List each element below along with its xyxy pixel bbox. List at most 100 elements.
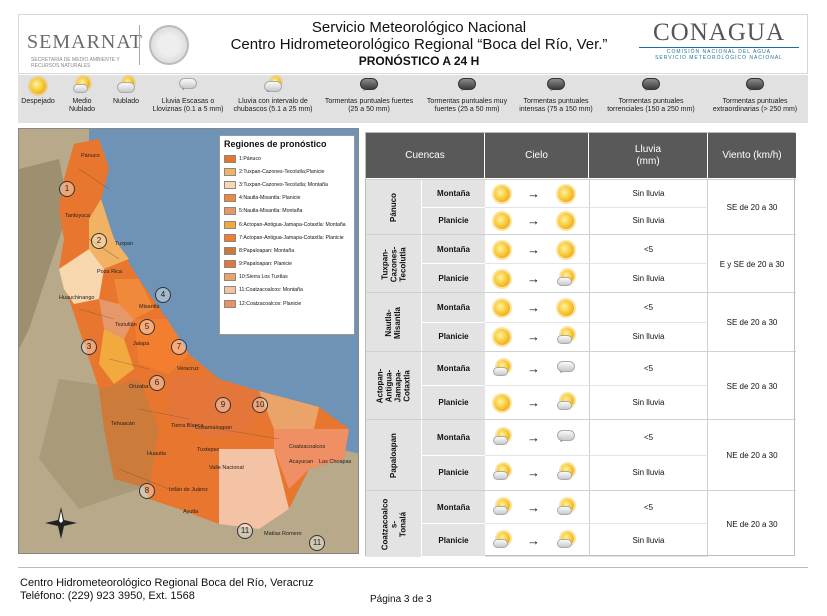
arrow-right-icon: → [527, 465, 540, 481]
region-number-2: 2 [91, 233, 107, 249]
sun-icon [557, 241, 575, 259]
region-legend-item: 7:Actopan-Antigua-Jamapa-Cotaxtla: Plani… [224, 231, 350, 244]
basin-name-cell: Tuxpan- Cazones- Tecolutla [366, 235, 422, 293]
zone-label: Planicie [422, 207, 485, 235]
conagua-wordmark: CONAGUA [653, 19, 785, 46]
arrow-right-icon: → [527, 270, 540, 286]
legend-item-10: ‘‘‘ Tormentas puntuales extraordinarias (… [702, 75, 808, 123]
region-legend-item: 9:Papaloapan: Planicie [224, 258, 350, 271]
storm-strong-icon: ‘‘‘ [360, 77, 378, 96]
basin-name: Coatzacoalco s- Tonalá [379, 498, 407, 550]
partly-cloudy-icon [73, 77, 91, 95]
wind-forecast: SE de 20 a 30 [726, 318, 778, 327]
legend-item-label: Lluvia Escasas o Lloviznas (0.1 a 5 mm) [152, 98, 224, 113]
map-place-veracruz: Veracruz [177, 366, 199, 372]
region-legend-label: 2:Tuxpan-Cazones-Tecolutla;Planicie [239, 168, 325, 175]
basin-group: Pánuco Montaña → Sin lluvia Planicie → Sin llu… [366, 179, 796, 235]
sun-icon [493, 299, 511, 317]
page-number: Página 3 de 3 [370, 594, 432, 605]
region-color-swatch [224, 273, 236, 282]
legend-item-6: ‘‘‘ Tormentas puntuales fuertes (25 a 50 … [321, 75, 417, 123]
map-place-las-choapas: Las Choapas [319, 459, 352, 465]
legend-item-9: ‘‘‘ Tormentas puntuales torrenciales (150… [603, 75, 699, 123]
region-color-swatch [224, 246, 236, 255]
sky-forecast-cell: → ‘‘‘ [485, 352, 589, 386]
partly-cloudy-icon [557, 328, 575, 346]
showers-icon: ‘‘‘ [264, 77, 282, 97]
arrow-right-icon: → [527, 532, 540, 548]
region-color-swatch [224, 233, 236, 242]
legend-item-2: Medio Nublado [62, 75, 102, 123]
footer-phone: Teléfono: (229) 923 3950, Ext. 1568 [20, 590, 195, 602]
basin-group: Coatzacoalco s- Tonalá Montaña → <5 Planicie… [366, 490, 796, 557]
map-place-panuco: Pánuco [81, 153, 100, 159]
legend-item-label: Tormentas puntuales intensas (75 a 150 m… [519, 98, 593, 113]
basin-name: Pánuco [389, 193, 398, 222]
region-legend-item: 12:Coatzacoalcos: Planicie [224, 297, 350, 310]
region-color-swatch [224, 194, 236, 203]
basin-name-cell: Coatzacoalco s- Tonalá [366, 491, 422, 557]
region-legend-label: 9:Papaloapan: Planicie [239, 261, 293, 268]
basin-group: Tuxpan- Cazones- Tecolutla Montaña → <5 Plan… [366, 234, 796, 293]
rain-amount: Sin lluvia [589, 386, 708, 420]
map-place-acayucan: Acayucan [289, 459, 314, 465]
zone-label: Planicie [422, 524, 485, 557]
semarnat-wordmark: SEMARNAT [27, 31, 143, 53]
sun-icon [557, 185, 575, 203]
arrow-right-icon: → [527, 429, 540, 445]
rain-amount: <5 [589, 491, 708, 524]
region-legend-label: 5:Nautla-Misantla: Montaña [239, 208, 303, 215]
region-legend-label: 6:Actopan-Antigua-Jamapa-Cotaxtla: Monta… [239, 221, 346, 228]
map-place-orizaba: Orizaba [129, 384, 149, 390]
storm-very-strong-icon: ‘‘‘ [458, 77, 476, 96]
region-number-6: 6 [149, 375, 165, 391]
region-color-swatch [224, 299, 236, 308]
sun-icon [493, 185, 511, 203]
basin-name-cell: Nautla- Misantla [366, 293, 422, 352]
legend-item-4: ‘‘‘ Lluvia Escasas o Lloviznas (0.1 a 5 m… [151, 75, 225, 123]
region-number-5: 5 [139, 319, 155, 335]
rain-amount: Sin lluvia [589, 455, 708, 491]
zone-label: Montaña [422, 235, 485, 264]
region-number-10: 10 [252, 397, 268, 413]
region-number-7: 7 [171, 339, 187, 355]
map-place-ixtlan: Ixtlán de Juárez [169, 487, 208, 493]
map-place-ayutla: Ayutla [183, 509, 199, 515]
map-place-cosamaloapan: Cosamaloapan [195, 425, 232, 431]
basin-name: Nautla- Misantla [384, 306, 403, 339]
sun-icon [493, 270, 511, 288]
sun-icon [493, 328, 511, 346]
region-number-1: 1 [59, 181, 75, 197]
title-line-3: PRONÓSTICO A 24 H [358, 54, 480, 68]
zone-label: Montaña [422, 352, 485, 386]
arrow-right-icon: → [527, 499, 540, 515]
region-legend-item: 3:Tuxpan-Cazones-Tecolutla; Montaña [224, 178, 350, 191]
region-color-swatch [224, 180, 236, 189]
partly-cloudy-icon [557, 498, 575, 517]
zone-label: Montaña [422, 293, 485, 323]
region-number-12: 11 [309, 535, 325, 551]
sky-forecast-cell: → [485, 386, 589, 420]
semarnat-logo: SEMARNAT SECRETARÍA DE MEDIO AMBIENTE Y … [27, 21, 217, 69]
footer: Centro Hidrometeorológico Regional Boca … [18, 567, 808, 611]
arrow-right-icon: → [527, 299, 540, 315]
sky-forecast-cell: → [485, 235, 589, 264]
header-lluvia: Lluvia (mm) [589, 133, 708, 178]
storm-extraordinary-icon: ‘‘‘ [746, 77, 764, 96]
semarnat-subtitle: SECRETARÍA DE MEDIO AMBIENTE Y RECURSOS … [31, 57, 120, 69]
drizzle-icon: ‘‘‘ [179, 77, 197, 95]
title-line-2: Centro Hidrometeorológico Regional “Boca… [230, 36, 608, 53]
rain-amount: Sin lluvia [589, 524, 708, 557]
wind-forecast: NE de 20 a 30 [726, 451, 778, 460]
wind-forecast: SE de 20 a 30 [726, 203, 778, 212]
basin-name: Papaloapan [389, 433, 398, 478]
conagua-subtitle-2: SERVICIO METEOROLÓGICO NACIONAL [655, 55, 783, 61]
arrow-right-icon: → [527, 329, 540, 345]
basin-name: Tuxpan- Cazones- Tecolutla [380, 246, 407, 282]
map-place-huauchinango: Huauchinango [59, 295, 95, 301]
legend-item-1: Despejado [18, 75, 58, 123]
partly-cloudy-icon [557, 394, 575, 412]
wind-forecast: SE de 20 a 30 [726, 381, 778, 391]
wind-forecast: NE de 20 a 30 [726, 519, 778, 529]
